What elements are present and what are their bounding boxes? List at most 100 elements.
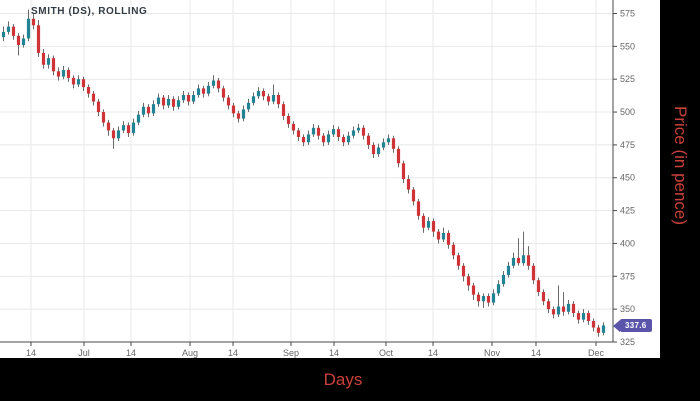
candle-body[interactable] xyxy=(36,25,41,53)
candle-body[interactable] xyxy=(96,101,101,113)
candle-body[interactable] xyxy=(421,215,426,228)
candle-body[interactable] xyxy=(431,221,436,232)
candle-body[interactable] xyxy=(561,306,566,312)
candle-body[interactable] xyxy=(536,280,541,293)
candle-body[interactable] xyxy=(336,129,341,138)
candle-body[interactable] xyxy=(41,52,46,65)
candle-body[interactable] xyxy=(291,123,296,131)
candle-body[interactable] xyxy=(151,104,156,114)
candle-body[interactable] xyxy=(411,189,416,202)
candle-body[interactable] xyxy=(116,130,121,139)
candle-body[interactable] xyxy=(586,313,591,321)
candle-body[interactable] xyxy=(541,292,546,302)
candle-body[interactable] xyxy=(496,284,501,294)
candle-body[interactable] xyxy=(451,244,456,256)
candle-body[interactable] xyxy=(221,88,226,98)
candle-body[interactable] xyxy=(66,69,71,78)
candle-body[interactable] xyxy=(101,112,106,123)
candle-body[interactable] xyxy=(156,97,161,105)
candle-body[interactable] xyxy=(206,85,211,94)
candle-body[interactable] xyxy=(211,80,216,86)
candle-body[interactable] xyxy=(511,257,516,266)
candle-body[interactable] xyxy=(306,134,311,143)
candle-body[interactable] xyxy=(76,79,81,85)
candle-body[interactable] xyxy=(81,79,86,88)
candle-body[interactable] xyxy=(26,18,31,39)
candle-body[interactable] xyxy=(386,138,391,143)
candle-body[interactable] xyxy=(171,98,176,107)
candle-body[interactable] xyxy=(91,93,96,102)
candle-body[interactable] xyxy=(271,94,276,102)
candle-body[interactable] xyxy=(141,106,146,115)
candle-body[interactable] xyxy=(551,309,556,315)
candle-body[interactable] xyxy=(86,87,91,94)
candle-body[interactable] xyxy=(266,96,271,102)
candle-body[interactable] xyxy=(166,98,171,106)
candle-body[interactable] xyxy=(216,80,221,89)
candle-body[interactable] xyxy=(516,257,521,264)
candle-body[interactable] xyxy=(16,35,21,46)
candle-body[interactable] xyxy=(46,58,51,65)
candle-body[interactable] xyxy=(6,26,11,32)
candle-body[interactable] xyxy=(236,113,241,119)
candle-body[interactable] xyxy=(261,91,266,97)
candle-body[interactable] xyxy=(51,58,56,72)
candle-body[interactable] xyxy=(121,125,126,131)
candle-body[interactable] xyxy=(281,104,286,116)
candle-body[interactable] xyxy=(371,144,376,155)
candle-body[interactable] xyxy=(376,147,381,155)
candle-body[interactable] xyxy=(321,135,326,143)
candle-body[interactable] xyxy=(106,122,111,131)
candle-body[interactable] xyxy=(576,313,581,320)
candle-body[interactable] xyxy=(436,231,441,240)
candle-body[interactable] xyxy=(276,94,281,105)
candle-body[interactable] xyxy=(301,137,306,143)
candle-body[interactable] xyxy=(131,122,136,134)
candle-body[interactable] xyxy=(366,135,371,145)
candle-body[interactable] xyxy=(126,125,131,134)
candle-body[interactable] xyxy=(346,135,351,143)
candle-body[interactable] xyxy=(381,142,386,148)
candle-body[interactable] xyxy=(256,91,261,97)
candle-body[interactable] xyxy=(531,265,536,281)
candle-body[interactable] xyxy=(111,130,116,139)
candle-body[interactable] xyxy=(521,255,526,264)
candle-body[interactable] xyxy=(181,94,186,101)
candle-body[interactable] xyxy=(596,327,601,333)
candle-body[interactable] xyxy=(356,127,361,131)
candle-body[interactable] xyxy=(501,274,506,285)
candle-body[interactable] xyxy=(246,102,251,110)
candle-body[interactable] xyxy=(461,265,466,277)
candle-body[interactable] xyxy=(31,18,36,26)
candle-body[interactable] xyxy=(186,94,191,102)
candle-body[interactable] xyxy=(341,137,346,143)
candle-body[interactable] xyxy=(426,221,431,228)
candlestick-chart[interactable]: 575 550 525 500 475 450 425 400 375 350 325 14 Jul 14… xyxy=(0,0,660,358)
candle-body[interactable] xyxy=(571,303,576,314)
candle-body[interactable] xyxy=(56,71,61,77)
candle-body[interactable] xyxy=(506,265,511,275)
candle-body[interactable] xyxy=(476,294,481,302)
candle-body[interactable] xyxy=(231,105,236,114)
candle-body[interactable] xyxy=(311,127,316,135)
candle-body[interactable] xyxy=(491,293,496,303)
candle-body[interactable] xyxy=(486,296,491,303)
candle-body[interactable] xyxy=(176,100,181,107)
candle-body[interactable] xyxy=(601,325,606,333)
candle-body[interactable] xyxy=(591,320,596,328)
candle-body[interactable] xyxy=(201,88,206,94)
candle-body[interactable] xyxy=(556,306,561,315)
candle-body[interactable] xyxy=(71,77,76,85)
candle-body[interactable] xyxy=(396,148,401,164)
candle-body[interactable] xyxy=(581,313,586,320)
candle-body[interactable] xyxy=(226,97,231,106)
candle-body[interactable] xyxy=(351,130,356,136)
candle-body[interactable] xyxy=(296,130,301,138)
candle-body[interactable] xyxy=(136,114,141,123)
candle-body[interactable] xyxy=(146,106,151,114)
candle-body[interactable] xyxy=(546,301,551,310)
candle-body[interactable] xyxy=(196,88,201,95)
candle-body[interactable] xyxy=(11,26,16,36)
candle-body[interactable] xyxy=(481,296,486,302)
candle-body[interactable] xyxy=(251,96,256,103)
